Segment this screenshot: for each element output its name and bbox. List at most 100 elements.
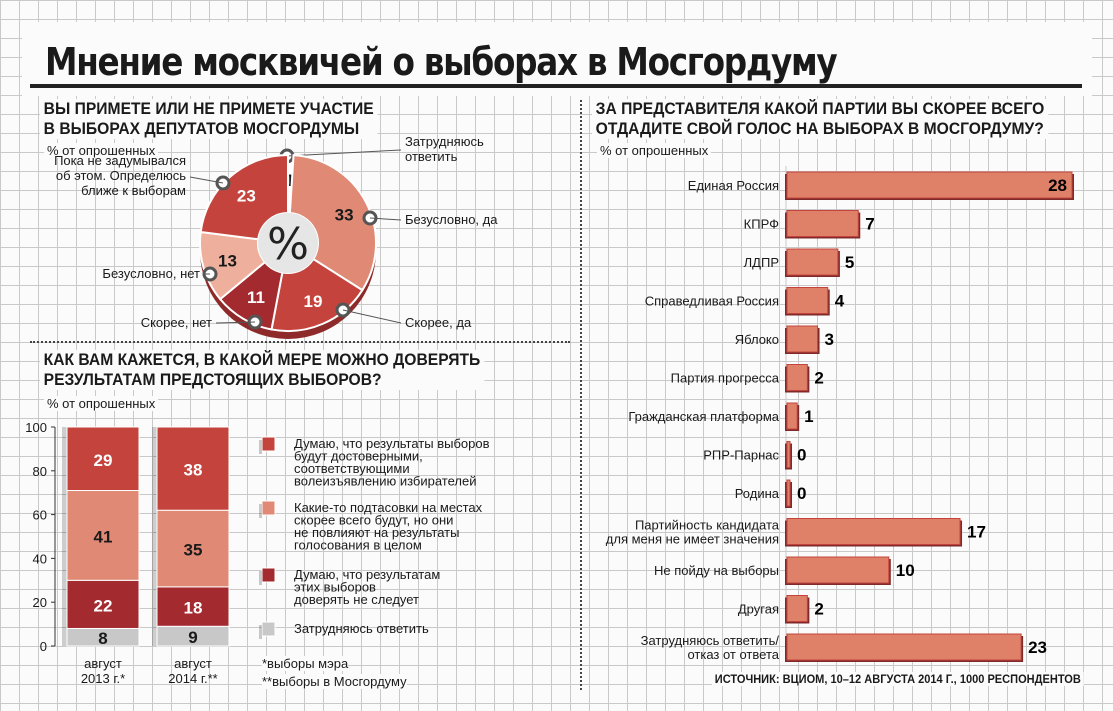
stack-segment-side (62, 427, 69, 491)
note-mayor: *выборы мэра (262, 656, 349, 671)
stack-segment-side (62, 580, 69, 629)
bar (786, 248, 839, 276)
stack-segment (66, 579, 140, 629)
bar-value: 23 (1028, 638, 1047, 657)
donut-value: 1 (285, 171, 294, 190)
bar-value: 2 (814, 369, 823, 388)
bar (786, 210, 859, 237)
bar-category-label: Партийность кандидата для меня не имеет з… (606, 518, 780, 547)
legend-swatch (261, 567, 276, 583)
donut-leader (286, 149, 402, 157)
legend-label: Думаю, что результаты выборов будут досто… (294, 436, 490, 489)
y-tick-label: 80 (33, 464, 47, 479)
y-tick-label: 20 (33, 595, 47, 610)
donut-value: 33 (335, 205, 354, 224)
bar-category-label: Не пойду на выборы (654, 563, 779, 578)
stack-segment-side (62, 628, 69, 646)
bar-category-label: Гражданская платформа (628, 409, 779, 424)
bar (786, 287, 829, 314)
stack-value: 38 (184, 461, 203, 480)
bar-category-label: Партия прогресса (671, 371, 780, 386)
party-question: ЗА ПРЕДСТАВИТЕЛЯ КАКОЙ ПАРТИИ ВЫ СКОРЕЕ … (592, 99, 1049, 139)
section-divider (30, 341, 570, 343)
bar (786, 402, 798, 430)
trust-unit-label: % от опрошенных (44, 396, 159, 411)
legend-swatch-side (259, 625, 262, 639)
bar-value: 4 (835, 292, 845, 311)
bar (786, 518, 961, 545)
donut-label: Безусловно, да (405, 212, 498, 227)
bar-value: 7 (865, 215, 874, 234)
bar (786, 441, 791, 468)
donut-value: 19 (304, 292, 323, 311)
stack-segment-side (152, 586, 159, 627)
donut-leader (215, 321, 256, 324)
stack-value: 41 (94, 527, 113, 546)
bar-category-label: Другая (738, 602, 779, 617)
y-tick-label: 60 (33, 508, 47, 523)
legend-swatch (261, 500, 276, 516)
donut-unit-label: % от опрошенных (44, 143, 159, 158)
bar (786, 325, 819, 353)
donut-value: 11 (247, 288, 265, 307)
trust-question: КАК ВАМ КАЖЕТСЯ, В КАКОЙ МЕРЕ МОЖНО ДОВЕ… (40, 350, 484, 390)
y-tick-label: 0 (40, 639, 47, 654)
bar-value: 0 (797, 446, 806, 465)
stack-value: 9 (188, 628, 197, 647)
bar (786, 556, 890, 584)
y-tick-label: 100 (25, 420, 47, 435)
stack-segment-side (62, 490, 69, 581)
donut-label: Затрудняюсь ответить (405, 134, 484, 164)
bar-category-label: Родина (735, 486, 780, 501)
donut-question: ВЫ ПРИМЕТЕ ИЛИ НЕ ПРИМЕТЕ УЧАСТИЕ В ВЫБО… (40, 99, 378, 139)
donut-label: Пока не задумывался об этом. Определюсь бл… (54, 153, 186, 198)
donut-leader (189, 176, 224, 184)
bar-value: 1 (804, 407, 813, 426)
stack-value: 18 (184, 599, 203, 618)
bar (786, 595, 808, 622)
legend-swatch-side (259, 504, 262, 518)
bar-category-label: Яблоко (735, 332, 779, 347)
bar-category-label: Единая Россия (688, 178, 779, 193)
title-band (22, 22, 1092, 96)
source-note: ИСТОЧНИК: ВЦИОМ, 10–12 АВГУСТА 2014 Г., … (712, 672, 1084, 686)
donut-hole (258, 213, 318, 273)
stack-segment (156, 509, 230, 588)
bar (786, 171, 1073, 199)
bar-category-label: Справедливая Россия (645, 294, 779, 309)
legend-swatch (261, 436, 276, 452)
bar (786, 364, 808, 391)
stack-segment (156, 426, 230, 511)
bar-value: 17 (967, 523, 986, 542)
donut-label: Скорее, да (405, 315, 472, 330)
bar-category-label: РПР-Парнас (703, 448, 779, 463)
stack-segment (66, 426, 140, 492)
stack-segment-side (152, 510, 159, 587)
stack-value: 8 (98, 629, 107, 648)
bar-value: 28 (1048, 176, 1067, 195)
column-divider (580, 100, 582, 690)
donut-label: Безусловно, нет (102, 266, 200, 281)
bar-value: 2 (814, 600, 823, 619)
legend-label: Какие-то подтасовки на местах скорее всег… (294, 500, 483, 553)
donut-leader (342, 309, 402, 324)
donut-label: Скорее, нет (141, 315, 212, 330)
stack-segment-side (152, 626, 159, 646)
bar-value: 0 (797, 484, 806, 503)
x-category-label: август 2013 г.* (81, 656, 125, 686)
donut-leader (369, 217, 402, 221)
x-category-label: август 2014 г.** (168, 656, 217, 686)
stack-value: 29 (94, 451, 113, 470)
legend-swatch-side (259, 571, 262, 585)
donut-value: 23 (237, 187, 256, 206)
bar-value: 5 (845, 253, 854, 272)
bar-value: 3 (825, 330, 834, 349)
page-title: Мнение москвичей о выборах в Мосгордуму (45, 40, 838, 84)
legend-label: Затрудняюсь ответить (294, 621, 429, 636)
note-duma: **выборы в Мосгордуму (262, 674, 407, 689)
bar-value: 10 (896, 561, 915, 580)
bar-category-label: КПРФ (744, 217, 779, 232)
y-tick-label: 40 (33, 551, 47, 566)
